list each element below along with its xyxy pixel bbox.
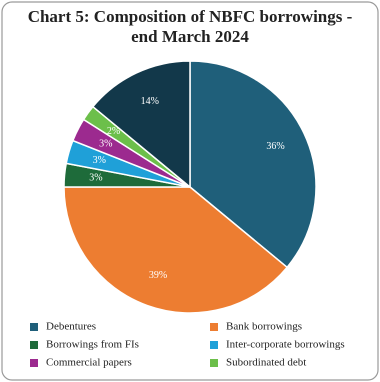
data-label: 3% [89, 172, 102, 183]
data-label: 3% [93, 155, 106, 166]
chart-title: end March 2024 [131, 27, 249, 46]
legend-swatch [210, 341, 218, 349]
legend-swatch [210, 359, 218, 367]
pie-slice [91, 60, 191, 189]
legend-label: Commercial papers [46, 357, 132, 369]
legend-swatch [210, 323, 218, 331]
data-label: 3% [99, 138, 112, 149]
pie-slice [63, 186, 289, 314]
data-label: 39% [149, 270, 167, 281]
legend-swatch [30, 341, 38, 349]
data-label: 36% [266, 141, 284, 152]
legend-swatch [30, 323, 38, 331]
legend-label: Inter-corporate borrowings [226, 339, 345, 351]
legend-label: Subordinated debt [226, 357, 306, 369]
chart-title: Chart 5: Composition of NBFC borrowings … [28, 7, 353, 26]
legend-swatch [30, 359, 38, 367]
data-label: 2% [107, 126, 120, 137]
legend-label: Borrowings from FIs [46, 339, 139, 351]
pie-slice [189, 60, 317, 269]
legend-label: Debentures [46, 321, 96, 333]
legend-label: Bank borrowings [226, 321, 302, 333]
data-label: 14% [141, 96, 159, 107]
